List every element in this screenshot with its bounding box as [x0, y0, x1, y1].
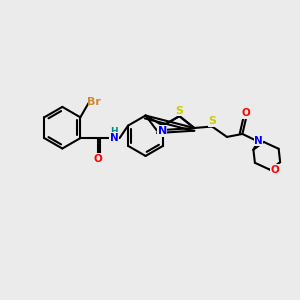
Text: O: O [271, 165, 280, 175]
Text: Br: Br [87, 97, 101, 107]
Text: N: N [158, 126, 167, 136]
Text: O: O [93, 154, 102, 164]
Text: O: O [242, 108, 250, 118]
Text: N: N [110, 133, 118, 142]
Text: S: S [209, 116, 217, 126]
Text: H: H [110, 127, 118, 136]
Text: N: N [254, 136, 263, 146]
Text: S: S [175, 106, 183, 116]
